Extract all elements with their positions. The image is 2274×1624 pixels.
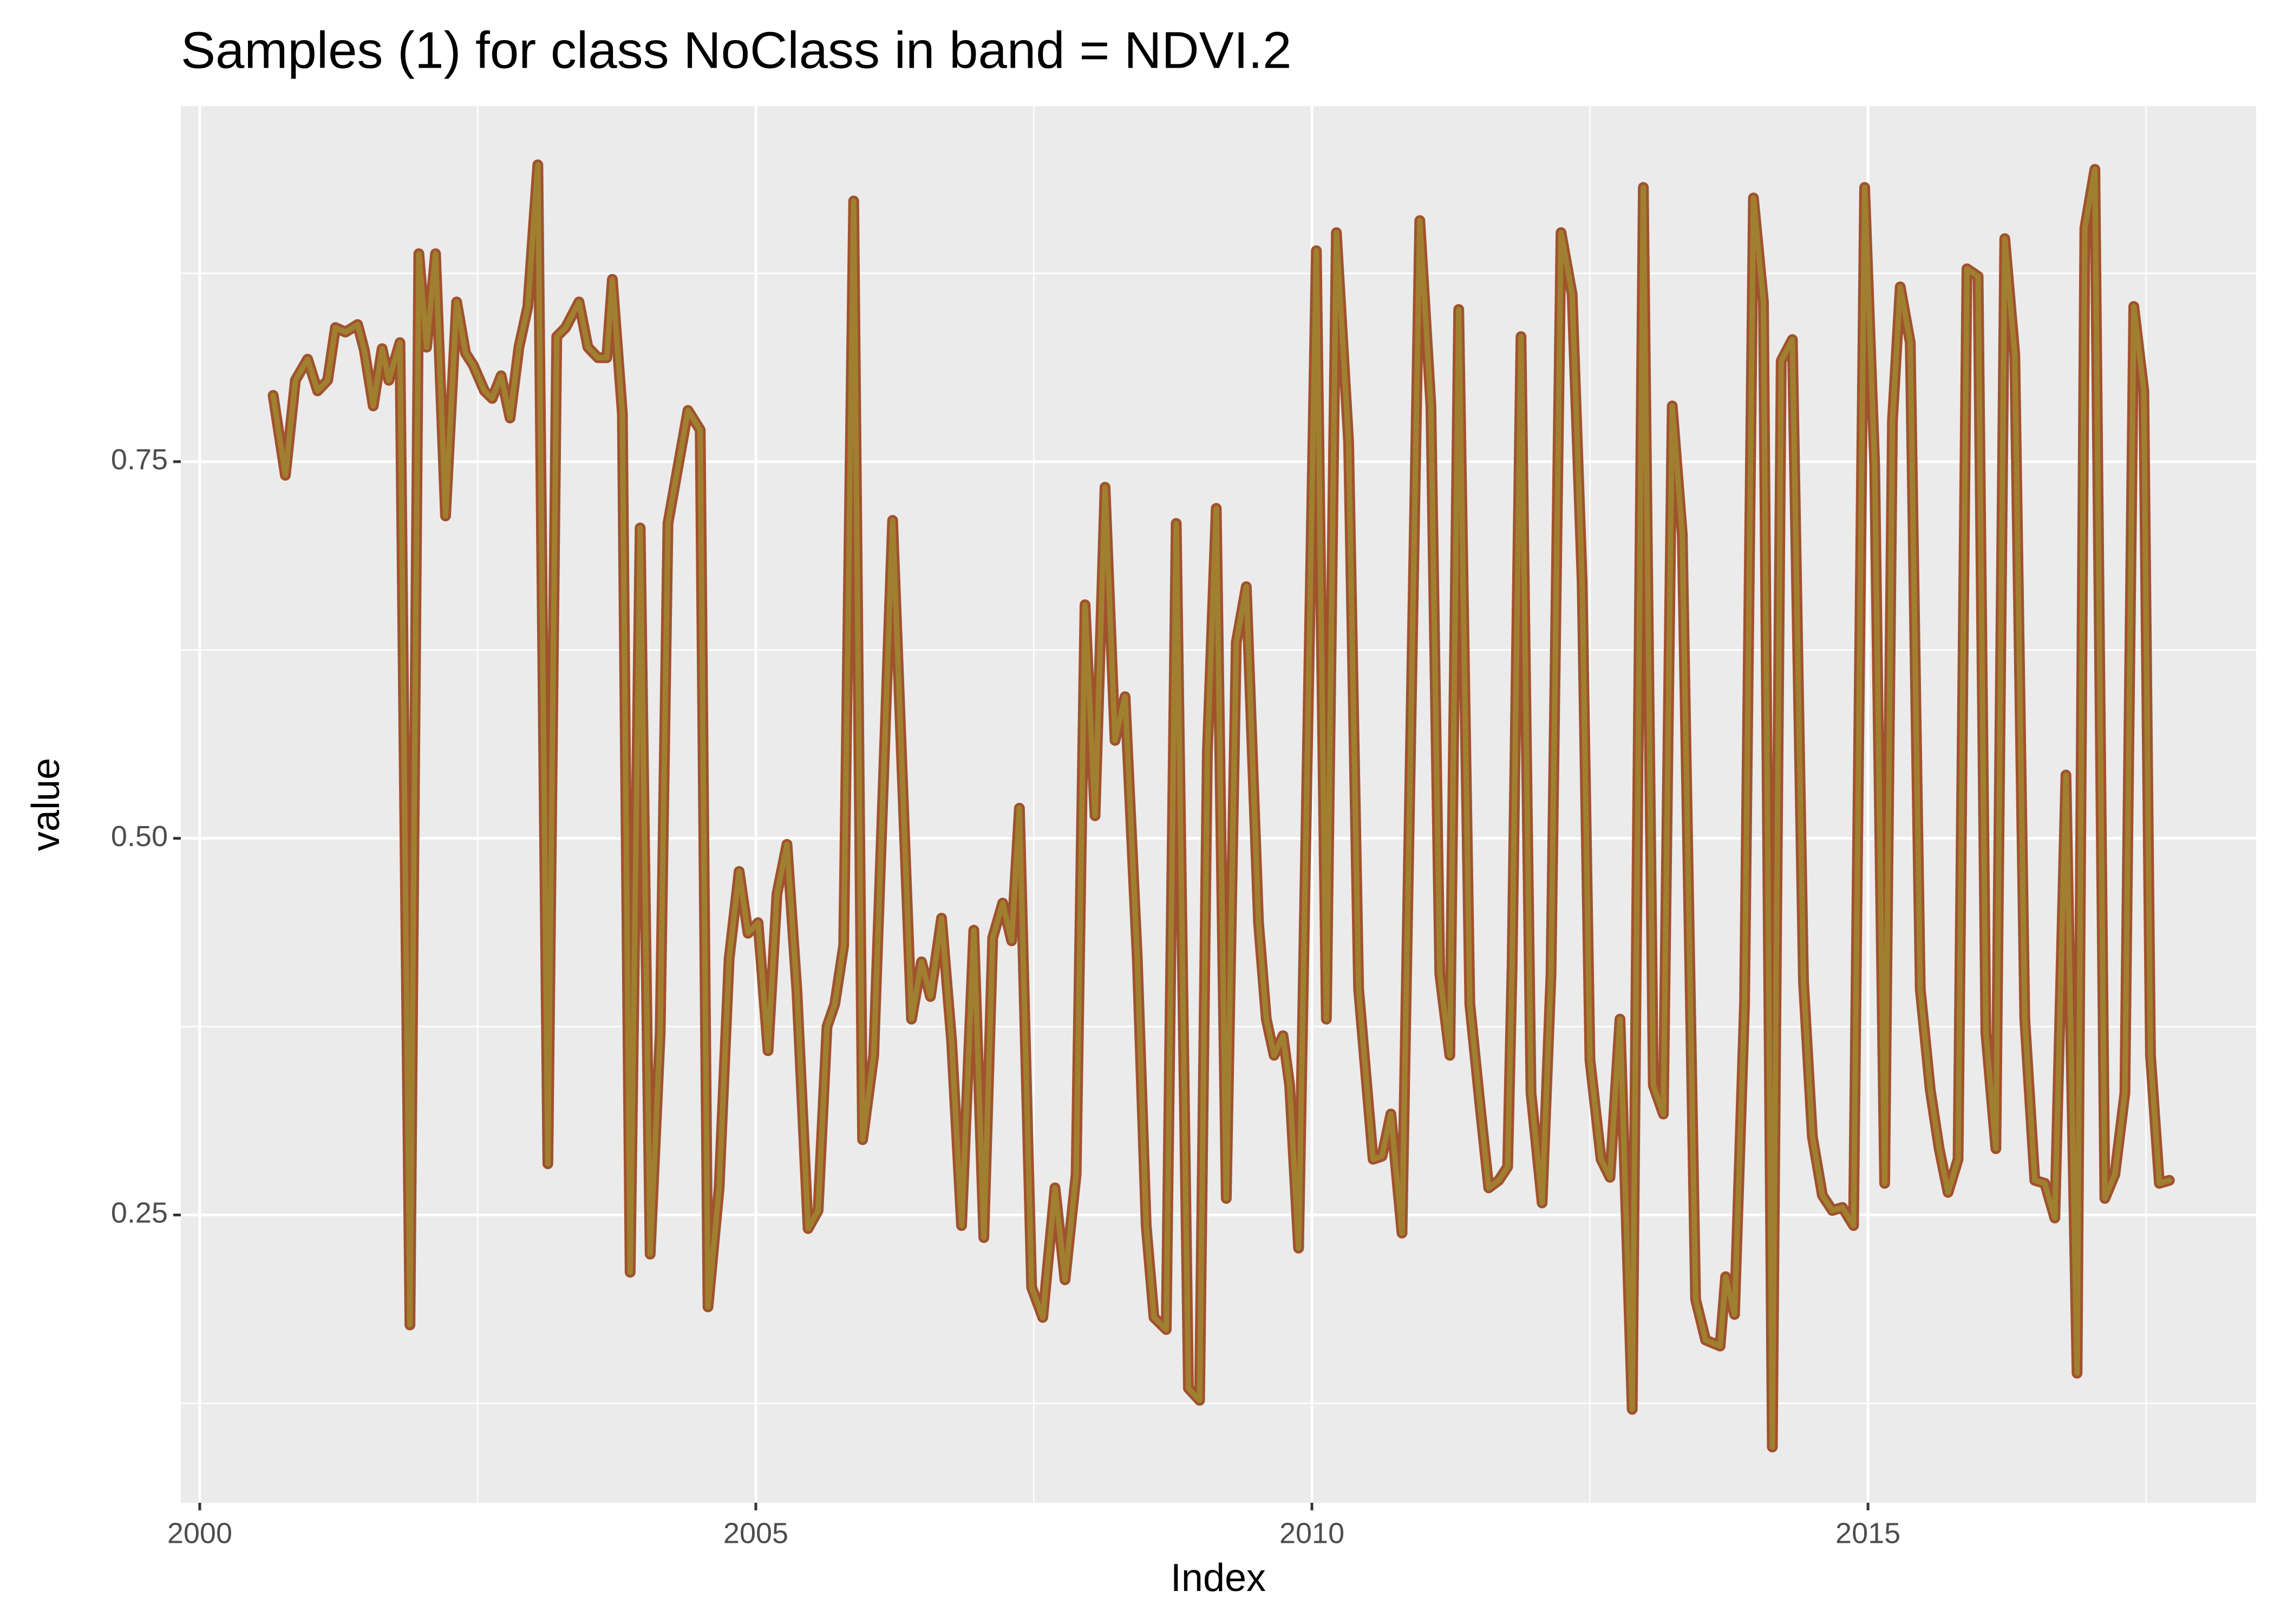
x-axis-title: Index bbox=[1171, 1556, 1266, 1600]
x-tick-label: 2005 bbox=[723, 1517, 788, 1549]
x-tick-label: 2000 bbox=[167, 1517, 232, 1549]
x-tick-label: 2010 bbox=[1279, 1517, 1344, 1549]
chart-title: Samples (1) for class NoClass in band = … bbox=[181, 21, 1291, 79]
x-tick-label: 2015 bbox=[1835, 1517, 1900, 1549]
line bbox=[270, 162, 2172, 1450]
y-tick-label: 0.25 bbox=[111, 1197, 168, 1229]
y-tick-label: 0.50 bbox=[111, 820, 168, 853]
y-axis-title: value bbox=[24, 758, 68, 851]
y-tick-label: 0.75 bbox=[111, 443, 168, 476]
